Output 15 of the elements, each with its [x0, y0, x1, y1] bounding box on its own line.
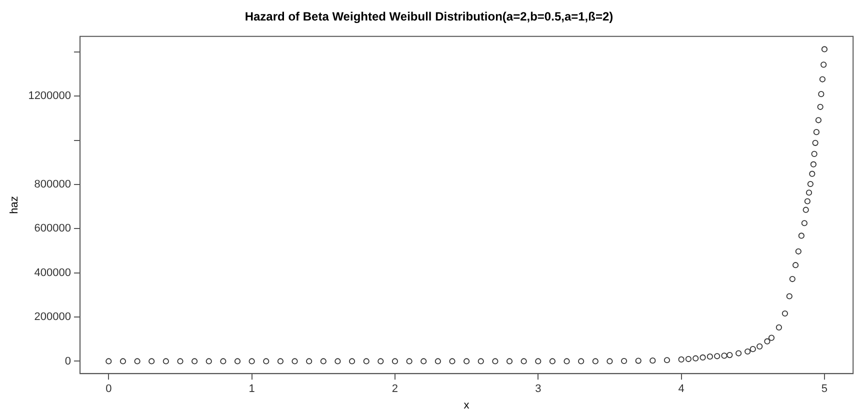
- x-tick-label: 0: [106, 383, 112, 396]
- y-tick-label: 800000: [34, 178, 72, 190]
- x-axis-title: x: [464, 399, 470, 412]
- x-tick-label: 3: [535, 383, 542, 396]
- x-tick-label: 4: [678, 383, 684, 396]
- y-tick-label: 0: [64, 355, 72, 368]
- y-tick-label: 200000: [34, 311, 72, 324]
- y-tick-label: 400000: [34, 266, 72, 279]
- y-axis-title: haz: [8, 196, 21, 214]
- y-tick-label: 1200000: [28, 90, 72, 102]
- chart-title: Hazard of Beta Weighted Weibull Distribution(a=2,b=0.5,a=1,ß=2): [244, 10, 614, 24]
- x-tick-label: 2: [392, 383, 398, 396]
- y-tick-label: 600000: [34, 222, 72, 235]
- x-tick-label: 1: [248, 383, 255, 396]
- x-tick-label: 5: [821, 383, 828, 396]
